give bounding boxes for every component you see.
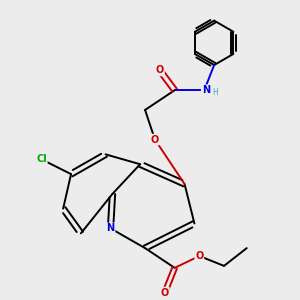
Text: N: N <box>202 85 210 95</box>
Text: Cl: Cl <box>36 154 47 164</box>
Text: H: H <box>213 88 218 97</box>
Text: O: O <box>151 135 159 145</box>
Text: N: N <box>106 224 115 233</box>
Text: O: O <box>156 65 164 76</box>
Text: O: O <box>161 287 169 298</box>
Text: O: O <box>195 251 203 261</box>
